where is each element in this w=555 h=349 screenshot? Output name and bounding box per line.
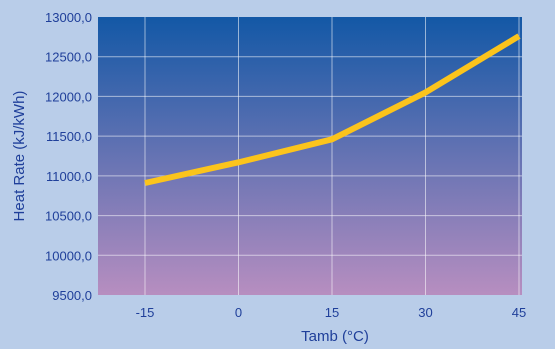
y-tick-label: 13000,0 (45, 10, 92, 25)
series-group (144, 33, 521, 186)
y-tick-label: 12000,0 (45, 89, 92, 104)
x-tick-label: 30 (418, 305, 432, 320)
x-tick-label: 15 (325, 305, 339, 320)
y-axis-label: Heat Rate (kJ/kWh) (11, 91, 28, 222)
x-axis-label: Tamb (°C) (301, 328, 369, 345)
y-tick-labels: 9500,0 10000,0 10500,0 11000,0 11500,0 12000,… (45, 10, 92, 303)
y-tick-label: 9500,0 (52, 288, 92, 303)
x-tick-label: 45 (512, 305, 526, 320)
x-tick-label: 0 (235, 305, 242, 320)
y-tick-label: 10500,0 (45, 209, 92, 224)
y-tick-label: 11500,0 (46, 129, 92, 144)
y-tick-label: 10000,0 (45, 248, 92, 263)
y-tick-label: 11000,0 (46, 169, 92, 184)
y-tick-label: 12500,0 (45, 50, 92, 65)
x-tick-label: -15 (136, 305, 155, 320)
plot-area (98, 17, 522, 295)
x-tick-labels: -15 0 15 30 45 (136, 305, 527, 320)
